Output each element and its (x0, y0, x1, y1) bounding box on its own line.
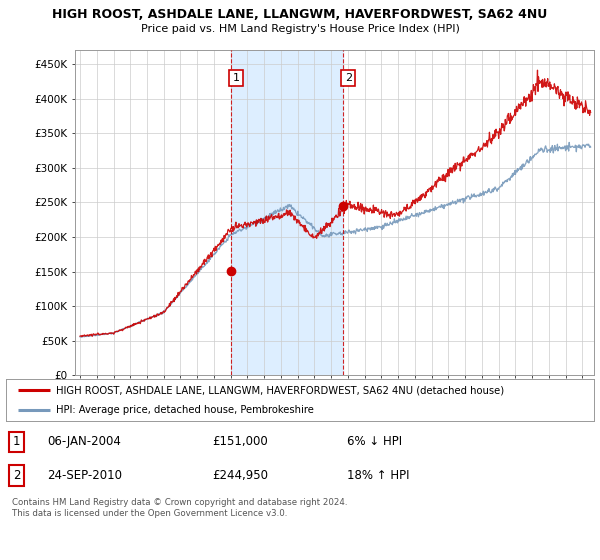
Text: 1: 1 (13, 435, 20, 449)
Text: 18% ↑ HPI: 18% ↑ HPI (347, 469, 410, 482)
Text: 6% ↓ HPI: 6% ↓ HPI (347, 435, 402, 449)
Text: 1: 1 (233, 73, 240, 83)
Text: Price paid vs. HM Land Registry's House Price Index (HPI): Price paid vs. HM Land Registry's House … (140, 24, 460, 34)
Text: HIGH ROOST, ASHDALE LANE, LLANGWM, HAVERFORDWEST, SA62 4NU (detached house): HIGH ROOST, ASHDALE LANE, LLANGWM, HAVER… (56, 385, 504, 395)
Text: HPI: Average price, detached house, Pembrokeshire: HPI: Average price, detached house, Pemb… (56, 405, 314, 415)
Text: 24-SEP-2010: 24-SEP-2010 (47, 469, 122, 482)
Text: 2: 2 (345, 73, 352, 83)
Bar (231, 50, 343, 375)
Text: £244,950: £244,950 (212, 469, 268, 482)
Text: HIGH ROOST, ASHDALE LANE, LLANGWM, HAVERFORDWEST, SA62 4NU: HIGH ROOST, ASHDALE LANE, LLANGWM, HAVER… (52, 8, 548, 21)
Text: £151,000: £151,000 (212, 435, 268, 449)
Text: Contains HM Land Registry data © Crown copyright and database right 2024.
This d: Contains HM Land Registry data © Crown c… (12, 498, 347, 518)
Text: 2: 2 (13, 469, 20, 482)
Text: 06-JAN-2004: 06-JAN-2004 (47, 435, 121, 449)
